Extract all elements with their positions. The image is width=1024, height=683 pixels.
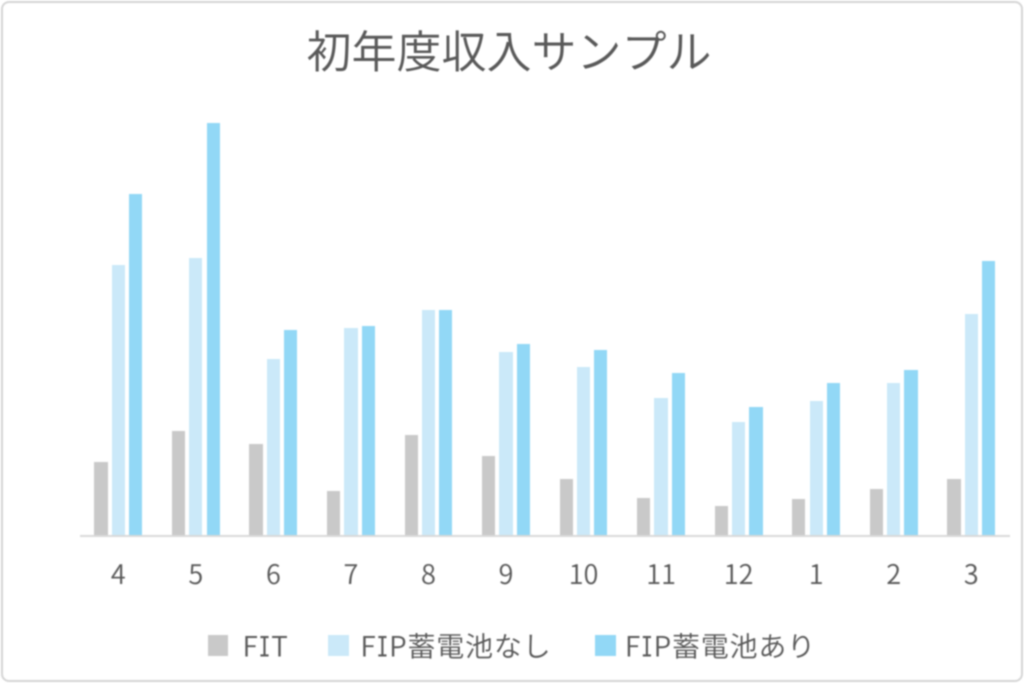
bar-series1-month4 xyxy=(94,461,108,536)
bar-series1-month3 xyxy=(947,479,961,536)
bar-series3-month6 xyxy=(284,330,298,536)
bar-series3-month10 xyxy=(594,349,608,536)
x-tick-label-3 xyxy=(964,563,978,585)
bar-series3-month2 xyxy=(904,369,918,536)
bar-series2-month5 xyxy=(189,258,203,536)
x-tick-label-2 xyxy=(887,563,900,584)
legend-swatch-series3 xyxy=(595,635,616,656)
bar-series2-month6 xyxy=(266,359,280,536)
bar-series3-month3 xyxy=(981,260,996,536)
bar-series1-month8 xyxy=(404,434,418,536)
bar-series3-month9 xyxy=(516,343,530,536)
bar-series2-month4 xyxy=(111,264,125,536)
bar-series3-month7 xyxy=(361,326,375,536)
bar-series2-month12 xyxy=(732,422,746,536)
x-tick-label-1 xyxy=(811,564,822,584)
bar-series2-month11 xyxy=(654,397,668,536)
bar-series2-month9 xyxy=(499,351,513,536)
bar-series2-month1 xyxy=(809,400,823,536)
x-tick-label-10 xyxy=(571,563,598,585)
bar-series2-month10 xyxy=(576,367,591,536)
x-tick-label-8 xyxy=(422,563,435,585)
legend-label-series1 xyxy=(245,635,287,657)
legend-swatch-series2 xyxy=(328,635,349,656)
x-tick-label-4 xyxy=(111,564,125,584)
bar-series1-month2 xyxy=(869,488,883,536)
bar-series3-month5 xyxy=(206,123,220,536)
bar-series2-month3 xyxy=(964,314,978,536)
bar-series2-month8 xyxy=(421,310,436,536)
legend-label-series3 xyxy=(627,633,810,659)
bar-series1-month9 xyxy=(482,455,496,536)
bar-series3-month11 xyxy=(671,372,685,536)
chart-title xyxy=(307,30,710,72)
bar-series3-month12 xyxy=(749,407,763,536)
bar-series3-month1 xyxy=(826,382,841,536)
bar-series1-month11 xyxy=(637,497,651,536)
bar-series1-month5 xyxy=(171,431,186,536)
x-tick-label-9 xyxy=(499,563,512,585)
x-tick-label-6 xyxy=(267,563,280,585)
bar-series1-month10 xyxy=(559,478,573,536)
bar-series3-month4 xyxy=(129,193,143,536)
bar-series1-month12 xyxy=(714,506,728,536)
x-axis-line xyxy=(79,535,1010,537)
bar-series1-month6 xyxy=(249,443,263,536)
bar-series2-month2 xyxy=(887,383,901,536)
legend-label-series2 xyxy=(363,633,548,659)
bar-series3-month8 xyxy=(439,309,453,536)
x-tick-label-11 xyxy=(648,564,675,584)
x-tick-label-7 xyxy=(344,564,358,584)
bar-series1-month1 xyxy=(792,499,806,536)
bar-series1-month7 xyxy=(327,491,341,536)
legend-swatch-series1 xyxy=(208,635,229,656)
bar-series2-month7 xyxy=(344,327,358,536)
x-tick-label-5 xyxy=(189,564,202,585)
x-tick-label-12 xyxy=(726,563,753,584)
